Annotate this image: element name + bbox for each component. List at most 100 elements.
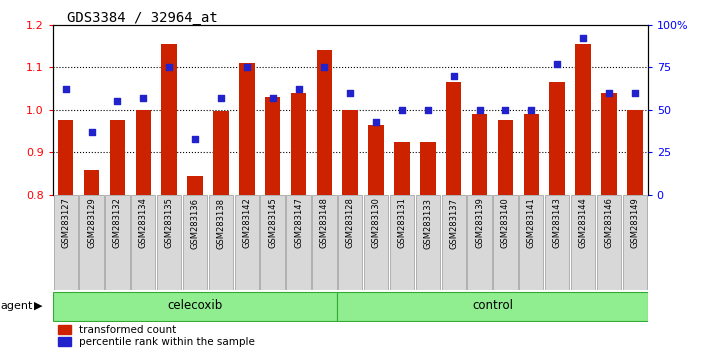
FancyBboxPatch shape: [183, 195, 207, 290]
Text: GSM283140: GSM283140: [501, 198, 510, 248]
Point: [60, 86, 71, 92]
FancyBboxPatch shape: [260, 195, 285, 290]
FancyBboxPatch shape: [545, 195, 570, 290]
Bar: [291, 93, 306, 195]
FancyBboxPatch shape: [80, 195, 103, 290]
Text: ▶: ▶: [34, 301, 42, 310]
Text: GSM283145: GSM283145: [268, 198, 277, 248]
FancyBboxPatch shape: [157, 195, 182, 290]
Bar: [575, 44, 591, 195]
Point: [319, 64, 330, 70]
Point: [215, 95, 227, 101]
FancyBboxPatch shape: [494, 195, 517, 290]
Bar: [446, 82, 461, 195]
Bar: [110, 120, 125, 195]
Text: GSM283133: GSM283133: [423, 198, 432, 249]
Bar: [84, 171, 99, 195]
Bar: [317, 50, 332, 195]
Point: [112, 98, 123, 104]
Text: GSM283135: GSM283135: [165, 198, 174, 249]
Text: GDS3384 / 32964_at: GDS3384 / 32964_at: [67, 11, 218, 25]
Legend: transformed count, percentile rank within the sample: transformed count, percentile rank withi…: [58, 325, 255, 347]
Point: [345, 90, 356, 96]
Point: [603, 90, 615, 96]
Point: [86, 129, 97, 135]
FancyBboxPatch shape: [337, 292, 648, 321]
FancyBboxPatch shape: [622, 195, 647, 290]
Bar: [549, 82, 565, 195]
Text: celecoxib: celecoxib: [168, 299, 222, 312]
FancyBboxPatch shape: [53, 292, 337, 321]
Text: GSM283137: GSM283137: [449, 198, 458, 249]
Bar: [213, 110, 229, 195]
Text: GSM283128: GSM283128: [346, 198, 355, 249]
Point: [448, 73, 459, 79]
Text: GSM283141: GSM283141: [527, 198, 536, 248]
FancyBboxPatch shape: [209, 195, 233, 290]
FancyBboxPatch shape: [312, 195, 337, 290]
Point: [629, 90, 641, 96]
FancyBboxPatch shape: [234, 195, 259, 290]
FancyBboxPatch shape: [338, 195, 363, 290]
Point: [551, 61, 562, 67]
Text: GSM283138: GSM283138: [216, 198, 225, 249]
Point: [138, 95, 149, 101]
Text: GSM283143: GSM283143: [553, 198, 562, 249]
Bar: [601, 93, 617, 195]
FancyBboxPatch shape: [415, 195, 440, 290]
FancyBboxPatch shape: [131, 195, 156, 290]
Point: [163, 64, 175, 70]
Bar: [627, 110, 643, 195]
Bar: [368, 125, 384, 195]
Text: GSM283139: GSM283139: [475, 198, 484, 249]
Text: GSM283132: GSM283132: [113, 198, 122, 249]
Point: [293, 86, 304, 92]
Text: GSM283129: GSM283129: [87, 198, 96, 248]
Bar: [58, 120, 73, 195]
Point: [370, 119, 382, 125]
Text: agent: agent: [1, 301, 33, 310]
Point: [526, 107, 537, 113]
FancyBboxPatch shape: [441, 195, 466, 290]
Text: GSM283148: GSM283148: [320, 198, 329, 249]
Text: GSM283127: GSM283127: [61, 198, 70, 249]
Text: GSM283149: GSM283149: [630, 198, 639, 248]
Text: GSM283147: GSM283147: [294, 198, 303, 249]
FancyBboxPatch shape: [364, 195, 389, 290]
Point: [396, 107, 408, 113]
FancyBboxPatch shape: [571, 195, 595, 290]
Point: [500, 107, 511, 113]
FancyBboxPatch shape: [597, 195, 621, 290]
Text: GSM283131: GSM283131: [398, 198, 406, 249]
Point: [577, 35, 589, 41]
Bar: [498, 120, 513, 195]
Point: [267, 95, 278, 101]
FancyBboxPatch shape: [390, 195, 414, 290]
FancyBboxPatch shape: [106, 195, 130, 290]
Point: [241, 64, 253, 70]
Bar: [472, 114, 487, 195]
Bar: [239, 63, 255, 195]
Text: GSM283146: GSM283146: [604, 198, 613, 249]
Point: [422, 107, 434, 113]
Bar: [420, 142, 436, 195]
FancyBboxPatch shape: [467, 195, 491, 290]
FancyBboxPatch shape: [54, 195, 78, 290]
Bar: [342, 110, 358, 195]
Bar: [265, 97, 280, 195]
Bar: [524, 114, 539, 195]
Text: GSM283144: GSM283144: [579, 198, 588, 248]
Text: GSM283142: GSM283142: [242, 198, 251, 248]
Point: [474, 107, 485, 113]
FancyBboxPatch shape: [519, 195, 543, 290]
Bar: [394, 142, 410, 195]
Bar: [187, 176, 203, 195]
Bar: [136, 110, 151, 195]
Text: control: control: [472, 299, 513, 312]
Bar: [161, 44, 177, 195]
Text: GSM283130: GSM283130: [372, 198, 381, 249]
FancyBboxPatch shape: [287, 195, 310, 290]
Point: [189, 136, 201, 142]
Text: GSM283136: GSM283136: [191, 198, 199, 249]
Text: GSM283134: GSM283134: [139, 198, 148, 249]
